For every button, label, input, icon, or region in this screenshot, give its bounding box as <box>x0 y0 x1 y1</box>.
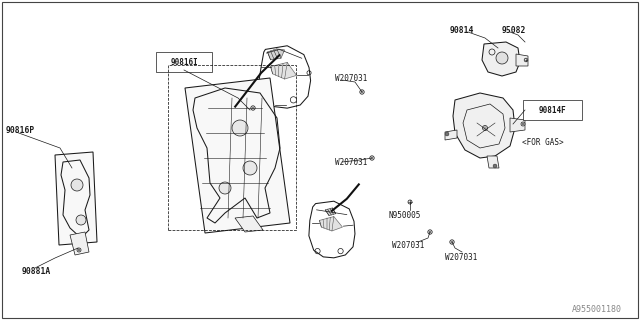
Circle shape <box>428 230 432 234</box>
Circle shape <box>232 120 248 136</box>
Polygon shape <box>325 208 336 216</box>
Text: 90881A: 90881A <box>22 268 51 276</box>
Polygon shape <box>453 93 515 158</box>
Circle shape <box>77 248 81 252</box>
Polygon shape <box>55 152 97 245</box>
Polygon shape <box>482 42 520 76</box>
Polygon shape <box>271 62 296 79</box>
Circle shape <box>243 161 257 175</box>
Text: 90816I: 90816I <box>170 58 198 67</box>
FancyBboxPatch shape <box>156 52 212 72</box>
Circle shape <box>219 182 231 194</box>
Polygon shape <box>516 54 528 66</box>
FancyBboxPatch shape <box>523 100 582 120</box>
Text: A955001180: A955001180 <box>572 306 622 315</box>
Polygon shape <box>510 118 525 132</box>
Circle shape <box>524 58 528 62</box>
Circle shape <box>451 241 453 243</box>
Text: <FOR GAS>: <FOR GAS> <box>522 138 564 147</box>
Circle shape <box>446 133 448 135</box>
Circle shape <box>71 179 83 191</box>
Circle shape <box>361 91 363 93</box>
Polygon shape <box>185 78 290 233</box>
Circle shape <box>360 90 364 94</box>
Polygon shape <box>268 49 285 60</box>
Text: W207031: W207031 <box>335 157 367 166</box>
Text: W207031: W207031 <box>335 74 367 83</box>
Circle shape <box>408 200 412 204</box>
Text: W207031: W207031 <box>392 241 424 250</box>
Circle shape <box>450 240 454 244</box>
Circle shape <box>252 107 254 109</box>
Circle shape <box>445 132 449 136</box>
Text: 95082: 95082 <box>502 26 526 35</box>
Text: 90814F: 90814F <box>539 106 566 115</box>
Bar <box>168 65 296 230</box>
Circle shape <box>371 157 373 159</box>
Polygon shape <box>319 217 342 231</box>
Circle shape <box>429 231 431 233</box>
Text: 90814: 90814 <box>450 26 474 35</box>
Circle shape <box>251 106 255 110</box>
Circle shape <box>493 164 497 168</box>
Circle shape <box>483 125 488 131</box>
Circle shape <box>484 127 486 129</box>
Polygon shape <box>235 216 263 232</box>
Circle shape <box>496 52 508 64</box>
Circle shape <box>76 215 86 225</box>
Circle shape <box>522 123 524 125</box>
Polygon shape <box>487 156 499 168</box>
Circle shape <box>370 156 374 160</box>
Polygon shape <box>445 130 457 140</box>
Polygon shape <box>70 232 89 255</box>
Circle shape <box>78 249 80 251</box>
Text: 90816P: 90816P <box>6 125 35 134</box>
Text: W207031: W207031 <box>445 253 477 262</box>
Circle shape <box>521 122 525 126</box>
Circle shape <box>494 165 496 167</box>
Text: N950005: N950005 <box>388 211 420 220</box>
